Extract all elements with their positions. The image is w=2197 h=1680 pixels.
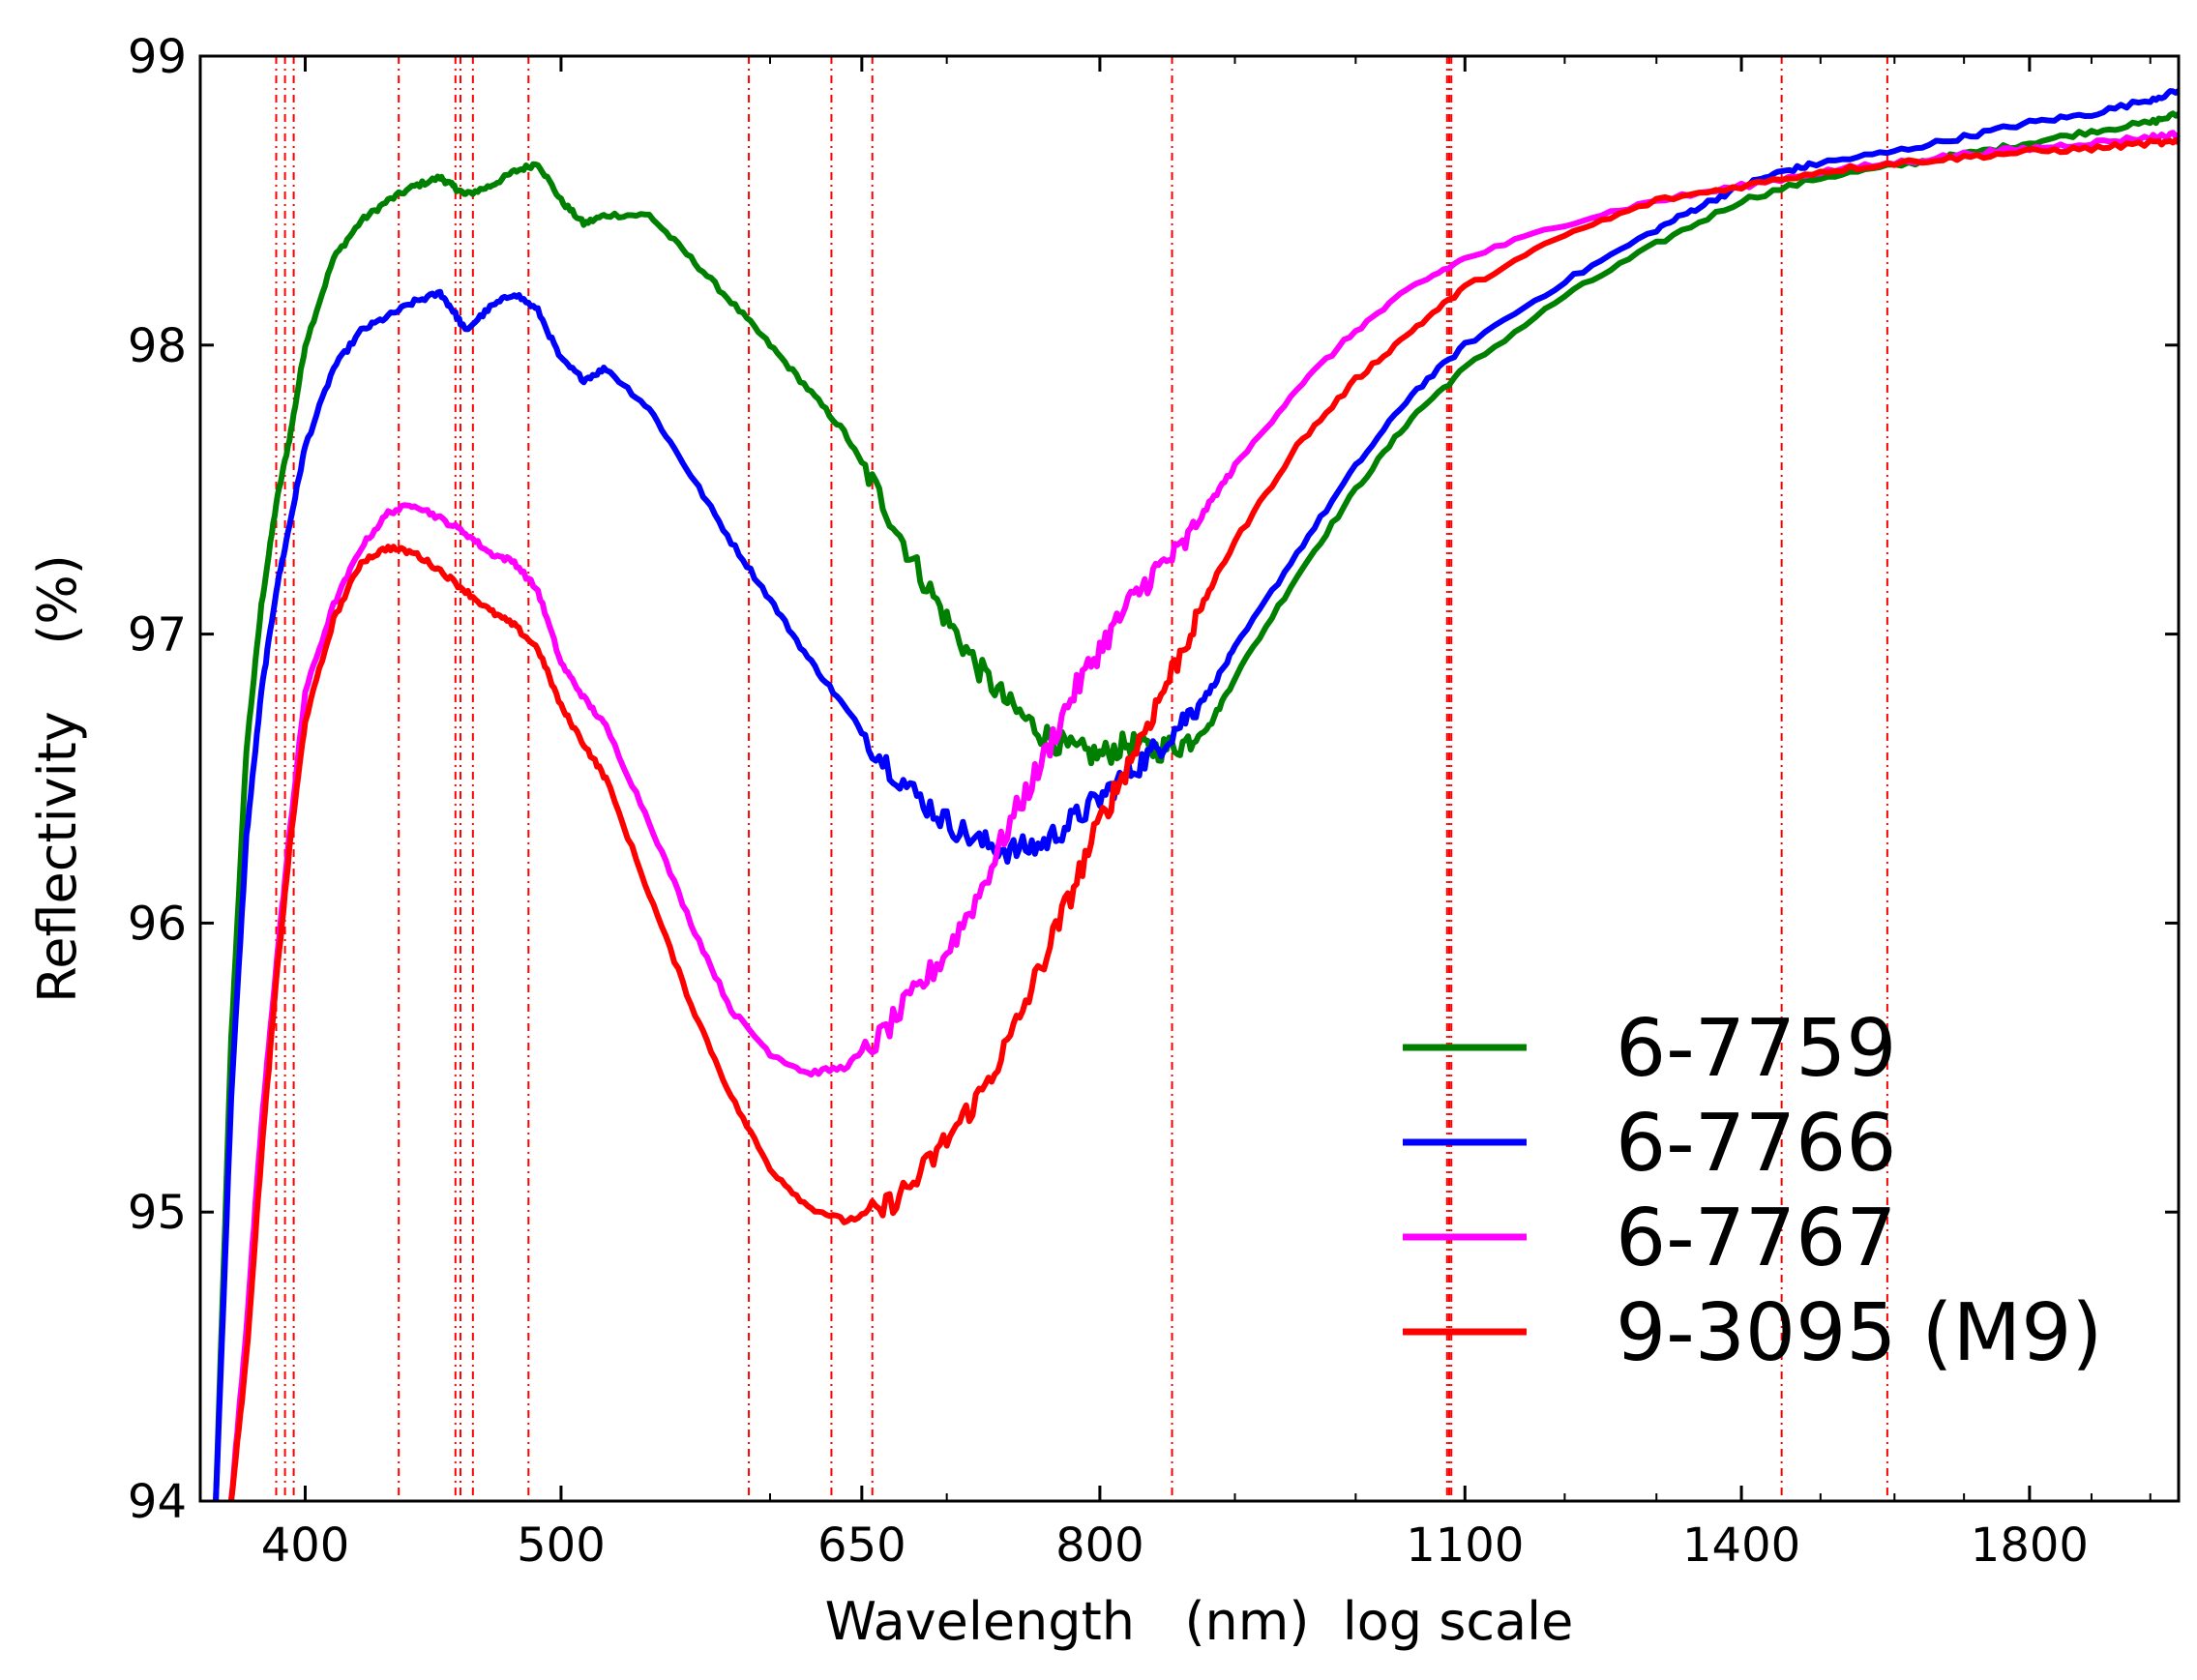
y-tick-label: 95	[128, 1186, 187, 1240]
y-tick-label: 96	[128, 897, 187, 951]
legend-label: 6-7766	[1616, 1098, 1896, 1190]
reference-lines	[275, 56, 1888, 1501]
x-tick-label: 500	[517, 1518, 606, 1573]
plot-frame	[198, 54, 2181, 1503]
x-tick-label: 400	[261, 1518, 350, 1573]
y-tick-label: 99	[128, 30, 187, 84]
y-axis-label: Reflectivity (%)	[27, 554, 88, 1003]
ticks-layer: 94 95 96 97 98 99 400 500 650 800 1100 1400 1800	[128, 30, 2179, 1573]
x-tick-label: 800	[1055, 1518, 1144, 1573]
series-layer	[213, 88, 2182, 1501]
x-axis-label: Wavelength (nm) log scale	[825, 1591, 1574, 1652]
series-line-9-3095-m9-	[228, 137, 2182, 1501]
series-line-6-7759	[213, 110, 2181, 1501]
x-tick-label: 650	[817, 1518, 906, 1573]
x-tick-label: 1100	[1406, 1518, 1524, 1573]
series-line-6-7766	[213, 88, 2181, 1501]
x-tick-label: 1800	[1971, 1518, 2089, 1573]
y-tick-label: 98	[128, 319, 187, 373]
y-tick-label: 97	[128, 608, 187, 663]
legend-label: 6-7767	[1616, 1193, 1896, 1284]
axes-layer	[198, 54, 2181, 1503]
legend-label: 9-3095 (M9)	[1616, 1287, 2102, 1379]
y-tick-label: 94	[128, 1475, 187, 1529]
legend-label: 6-7759	[1616, 1003, 1896, 1095]
x-tick-label: 1400	[1682, 1518, 1800, 1573]
